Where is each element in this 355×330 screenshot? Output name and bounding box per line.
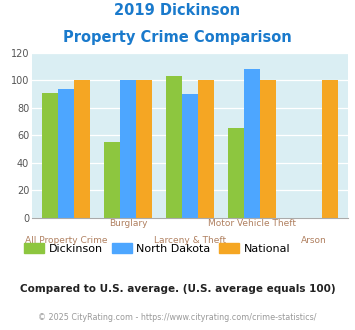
Bar [104, 142, 120, 218]
Text: Burglary: Burglary [109, 219, 147, 228]
Bar [228, 128, 244, 218]
Bar [198, 80, 214, 218]
Legend: Dickinson, North Dakota, National: Dickinson, North Dakota, National [20, 239, 295, 258]
Bar [322, 80, 338, 218]
Bar [244, 69, 260, 218]
Bar [42, 93, 58, 218]
Text: © 2025 CityRating.com - https://www.cityrating.com/crime-statistics/: © 2025 CityRating.com - https://www.city… [38, 314, 317, 322]
Text: 2019 Dickinson: 2019 Dickinson [114, 3, 241, 18]
Text: Motor Vehicle Theft: Motor Vehicle Theft [208, 219, 296, 228]
Text: Compared to U.S. average. (U.S. average equals 100): Compared to U.S. average. (U.S. average … [20, 284, 335, 294]
Text: Arson: Arson [301, 236, 327, 245]
Text: All Property Crime: All Property Crime [25, 236, 107, 245]
Bar [120, 80, 136, 218]
Bar [182, 94, 198, 218]
Bar [74, 80, 90, 218]
Text: Larceny & Theft: Larceny & Theft [154, 236, 226, 245]
Bar [136, 80, 152, 218]
Bar [260, 80, 276, 218]
Text: Property Crime Comparison: Property Crime Comparison [63, 30, 292, 45]
Bar [166, 76, 182, 218]
Bar [58, 88, 74, 218]
